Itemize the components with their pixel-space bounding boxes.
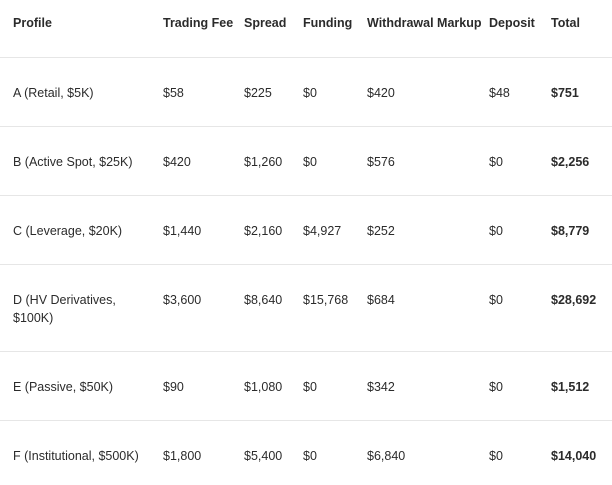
table-cell: $58 [163, 86, 184, 100]
table-cell: C (Leverage, $20K) [13, 224, 123, 238]
table-row: F (Institutional, $500K) $1,800 $5,400 $0 $6… [0, 421, 612, 485]
table-cell: $3,600 [163, 293, 202, 307]
total-cell: $2,256 [551, 155, 590, 169]
table-cell: $342 [367, 380, 395, 394]
table-cell: $0 [303, 380, 317, 394]
table-cell: $252 [367, 224, 395, 238]
column-header: Deposit [489, 16, 535, 30]
table-cell: $576 [367, 155, 395, 169]
table-cell: $420 [163, 155, 191, 169]
table-cell: B (Active Spot, $25K) [13, 155, 133, 169]
table-body: A (Retail, $5K) $58 $225 $0 $420 $48 $751 B (Ac… [0, 58, 612, 485]
table-cell: $90 [163, 380, 184, 394]
table-cell: $0 [489, 293, 503, 307]
total-cell: $14,040 [551, 449, 597, 463]
table-cell: F (Institutional, $500K) [13, 449, 139, 463]
column-header: Profile [13, 16, 52, 30]
table-cell: $0 [303, 449, 317, 463]
table-cell: $0 [303, 155, 317, 169]
table-row: D (HV Derivatives, $100K) $3,600 $8,640 $15… [0, 265, 612, 352]
table-cell: $0 [303, 86, 317, 100]
table-header: Profile Trading Fee Spread Funding Withdrawa… [0, 0, 612, 58]
table-cell: $1,260 [244, 155, 283, 169]
table-cell: E (Passive, $50K) [13, 380, 114, 394]
table-row: E (Passive, $50K) $90 $1,080 $0 $342 $0 $1,512 [0, 352, 612, 421]
table-row: B (Active Spot, $25K) $420 $1,260 $0 $576 $0 $… [0, 127, 612, 196]
table-cell: $684 [367, 293, 395, 307]
total-cell: $8,779 [551, 224, 590, 238]
column-header: Trading Fee [163, 16, 234, 30]
total-cell: $751 [551, 86, 579, 100]
table-cell: $0 [489, 380, 503, 394]
table-cell: A (Retail, $5K) [13, 86, 94, 100]
table-cell: $1,440 [163, 224, 202, 238]
column-header: Withdrawal Markup [367, 16, 482, 30]
table-row: A (Retail, $5K) $58 $225 $0 $420 $48 $751 [0, 58, 612, 127]
table-cell: $420 [367, 86, 395, 100]
table-row: C (Leverage, $20K) $1,440 $2,160 $4,927 $252… [0, 196, 612, 265]
table-cell: D (HV Derivatives, $100K) [13, 293, 116, 325]
column-header: Funding [303, 16, 353, 30]
table-cell: $1,080 [244, 380, 283, 394]
column-header: Total [551, 16, 580, 30]
total-cell: $28,692 [551, 293, 597, 307]
table-cell: $15,768 [303, 293, 349, 307]
table-cell: $5,400 [244, 449, 283, 463]
table-cell: $0 [489, 155, 503, 169]
table-cell: $1,800 [163, 449, 202, 463]
table-cell: $0 [489, 224, 503, 238]
table-cell: $4,927 [303, 224, 342, 238]
total-cell: $1,512 [551, 380, 590, 394]
table-cell: $2,160 [244, 224, 283, 238]
table-cell: $0 [489, 449, 503, 463]
table-cell: $225 [244, 86, 272, 100]
table-cell: $6,840 [367, 449, 406, 463]
table-cell: $8,640 [244, 293, 283, 307]
column-header: Spread [244, 16, 287, 30]
header-row: Profile Trading Fee Spread Funding Withdrawa… [0, 0, 612, 58]
table-cell: $48 [489, 86, 510, 100]
